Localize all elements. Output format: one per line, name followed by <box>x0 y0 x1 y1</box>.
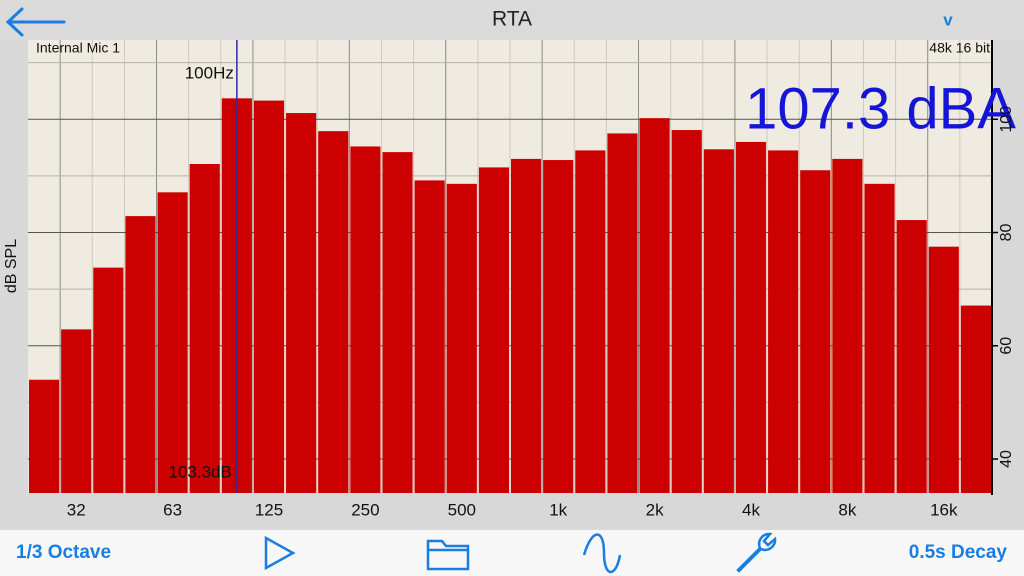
resolution-button[interactable]: 1/3 Octave <box>16 542 111 563</box>
back-arrow-head <box>5 7 24 37</box>
bar <box>157 192 188 494</box>
x-tick-label: 250 <box>351 500 379 519</box>
bar <box>318 131 349 493</box>
x-tick-label: 8k <box>838 500 856 519</box>
level-readout: 107.3 dBA <box>745 76 1016 141</box>
bar <box>511 158 542 493</box>
y-tick-label: 80 <box>998 224 1015 242</box>
bar <box>607 133 638 493</box>
bar <box>639 118 670 493</box>
bar <box>286 113 317 493</box>
x-tick-label: 4k <box>742 500 760 519</box>
x-tick-label: 2k <box>646 500 664 519</box>
bar <box>832 158 863 493</box>
play-button[interactable] <box>264 535 296 571</box>
x-tick-label: 1k <box>549 500 567 519</box>
x-tick-label: 125 <box>255 500 283 519</box>
bar <box>800 170 831 494</box>
x-tick-label: 63 <box>163 500 182 519</box>
plot <box>28 40 992 494</box>
bar <box>478 167 509 493</box>
bar <box>189 164 220 494</box>
bar <box>414 180 445 493</box>
toolbar <box>0 530 1024 576</box>
screen-title: RTA <box>492 8 532 31</box>
cursor-frequency: 100Hz <box>185 63 234 82</box>
bar <box>61 329 92 493</box>
y-tick-label: 60 <box>998 337 1015 355</box>
bar <box>671 130 702 493</box>
waveform-button[interactable] <box>582 533 622 574</box>
y-tick-label: 100 <box>998 106 1015 133</box>
bar <box>93 267 124 493</box>
menu-button[interactable]: v <box>943 10 953 29</box>
bar <box>575 150 606 493</box>
bar <box>253 100 285 494</box>
bar <box>543 160 574 494</box>
bar <box>928 246 959 493</box>
y-tick-label: 40 <box>998 450 1015 468</box>
bar <box>864 183 895 493</box>
input-source: Internal Mic 1 <box>36 40 120 56</box>
audio-format: 48k 16 bit <box>929 40 990 56</box>
back-button[interactable] <box>5 7 66 37</box>
bar <box>29 379 60 493</box>
x-tick-label: 500 <box>448 500 476 519</box>
bar <box>703 149 734 493</box>
x-tick-label: 32 <box>67 500 86 519</box>
bar <box>735 141 767 494</box>
bar <box>446 183 477 493</box>
y-axis-label: dB SPL <box>3 239 20 293</box>
decay-button[interactable]: 0.5s Decay <box>909 542 1008 563</box>
bar <box>896 220 927 493</box>
bar <box>350 146 381 493</box>
cursor-level: 103.3dB <box>169 462 232 481</box>
x-tick-label: 16k <box>930 500 958 519</box>
bar <box>382 152 413 493</box>
bar <box>768 150 799 493</box>
bar <box>125 216 156 493</box>
folder-button[interactable] <box>426 539 470 571</box>
bar <box>960 305 991 493</box>
nav-bar <box>0 0 1024 40</box>
settings-button[interactable] <box>736 532 777 573</box>
